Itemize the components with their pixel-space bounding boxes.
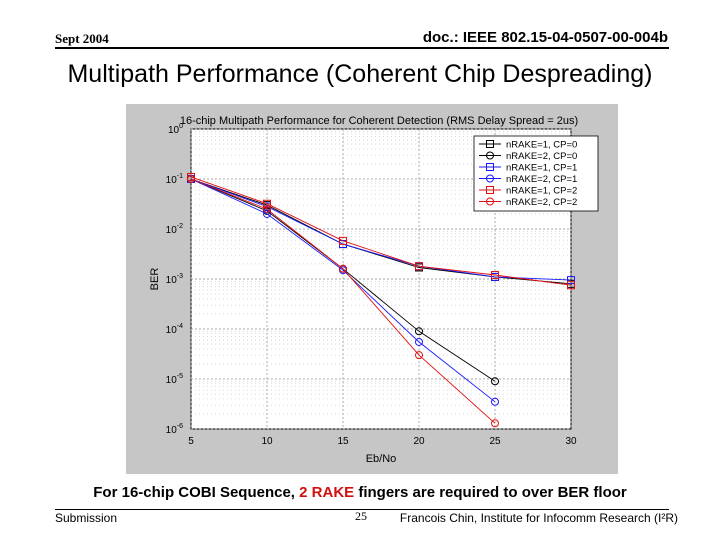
data-point-circle: [491, 397, 499, 406]
y-tick-exponent: -6: [177, 423, 183, 430]
data-point-square: [567, 276, 575, 285]
y-axis-label: BER: [149, 268, 161, 291]
y-tick-exponent: 0: [179, 123, 183, 130]
y-tick-exponent: -3: [177, 273, 183, 280]
ber-chart: 16-chip Multipath Performance for Cohere…: [149, 115, 599, 465]
series-layer: [187, 172, 575, 428]
x-tick-label: 15: [337, 436, 349, 447]
y-tick-exponent: -1: [177, 173, 183, 180]
footer-submission: Submission: [55, 511, 118, 525]
header-doc-id: doc.: IEEE 802.15-04-0507-00-004b: [422, 29, 668, 46]
data-point-circle: [415, 327, 423, 336]
series-line: [190, 178, 496, 403]
footer-author: Francois Chin, Institute for Infocomm Re…: [399, 511, 678, 525]
y-tick-label: 10-5: [166, 373, 183, 386]
data-point-square: [187, 172, 195, 181]
data-point-square: [415, 262, 423, 271]
legend-entry: nRAKE=2, CP=0: [506, 151, 577, 162]
data-point-square: [486, 140, 494, 148]
y-tick-base: 10: [166, 175, 178, 186]
series-line: [190, 178, 572, 281]
data-point-circle: [415, 337, 423, 346]
footer-page-number: 25: [355, 509, 367, 523]
legend-entry: nRAKE=2, CP=2: [506, 197, 577, 208]
data-point-circle: [491, 419, 499, 428]
data-point-circle: [415, 351, 423, 360]
x-tick-label: 5: [188, 436, 194, 447]
y-tick-base: 10: [166, 225, 178, 236]
y-tick-base: 10: [166, 275, 178, 286]
data-point-circle: [486, 197, 494, 206]
y-tick-label: 10-1: [166, 173, 183, 186]
x-tick-label: 10: [261, 436, 273, 447]
data-point-circle: [187, 175, 195, 183]
series-line: [190, 178, 572, 285]
series-nrake-1-cp-2: [187, 172, 575, 290]
legend-entry: nRAKE=2, CP=1: [506, 174, 577, 185]
legend-entry: nRAKE=1, CP=0: [506, 140, 577, 151]
data-point-circle: [486, 174, 494, 183]
data-point-square: [486, 163, 494, 171]
x-tick-label: 25: [489, 436, 501, 447]
y-tick-label: 100: [168, 123, 183, 136]
caption: For 16-chip COBI Sequence, 2 RAKE finger…: [0, 484, 720, 501]
series-line: [190, 178, 496, 424]
y-tick-exponent: -2: [177, 223, 183, 230]
caption-text-start: For 16-chip COBI Sequence,: [93, 484, 300, 501]
x-tick-label: 30: [565, 436, 577, 447]
y-tick-base: 10: [166, 375, 178, 386]
y-tick-base: 10: [166, 325, 178, 336]
plot-panel: 16-chip Multipath Performance for Cohere…: [126, 104, 618, 474]
x-tick-label: 20: [413, 436, 425, 447]
legend-entry: nRAKE=1, CP=1: [506, 163, 577, 174]
data-point-square: [263, 199, 271, 208]
data-point-square: [339, 236, 347, 245]
data-point-square: [491, 271, 499, 280]
data-point-square: [567, 281, 575, 290]
y-tick-label: 10-3: [166, 273, 183, 286]
legend-entry: nRAKE=1, CP=2: [506, 186, 577, 197]
footer-rule: [55, 509, 669, 510]
caption-highlight: 2 RAKE: [299, 484, 355, 501]
x-axis-label: Eb/No: [366, 453, 397, 465]
y-tick-base: 10: [166, 425, 178, 436]
y-tick-label: 10-6: [166, 423, 183, 436]
data-point-circle: [491, 377, 499, 386]
slide-title: Multipath Performance (Coherent Chip Des…: [67, 60, 653, 88]
y-tick-exponent: -4: [177, 323, 183, 330]
data-point-circle: [339, 264, 347, 273]
series-line: [190, 176, 572, 286]
y-tick-base: 10: [168, 125, 180, 136]
data-point-square: [486, 186, 494, 194]
series-nrake-2-cp-2: [187, 175, 499, 428]
data-point-circle: [263, 209, 271, 218]
y-tick-label: 10-2: [166, 223, 183, 236]
y-tick-exponent: -5: [177, 373, 183, 380]
data-point-circle: [263, 205, 271, 214]
legend-box: [473, 135, 599, 212]
header-rule: [55, 47, 669, 49]
caption-text-end: fingers are required to over BER floor: [354, 484, 627, 501]
y-tick-label: 10-4: [166, 323, 183, 336]
chart-title: 16-chip Multipath Performance for Cohere…: [180, 115, 578, 127]
header-date: Sept 2004: [55, 31, 109, 46]
data-point-circle: [486, 151, 494, 160]
